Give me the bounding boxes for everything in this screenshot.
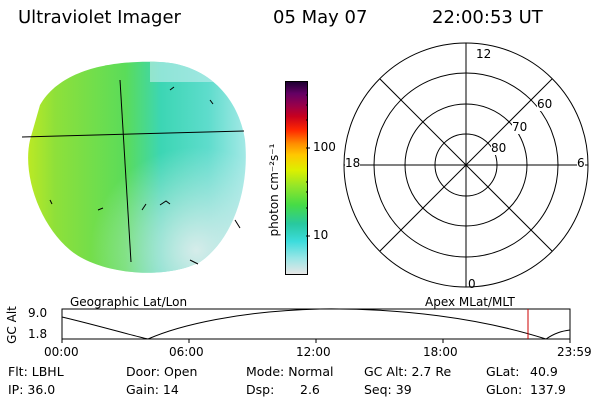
altitude-xtick-4: 23:59 (557, 345, 592, 359)
mlt-label-12: 12 (476, 47, 492, 61)
seq-info: Seq: 39 (364, 382, 412, 397)
ip-info: IP: 36.0 (8, 382, 56, 397)
gain-info: Gain: 14 (126, 382, 179, 397)
mlt-label-18: 18 (345, 156, 361, 170)
altitude-xticks (61, 339, 571, 343)
door-info: Door: Open (126, 364, 198, 379)
lat-label-70: 70 (512, 120, 528, 134)
gc-alt-info: GC Alt: 2.7 Re (364, 364, 452, 379)
colorbar (285, 81, 308, 275)
altitude-xtick-1: 06:00 (169, 345, 204, 359)
glat-label: GLat: (486, 364, 520, 379)
mode-info: Mode: Normal (246, 364, 334, 379)
geographic-panel-label: Geographic Lat/Lon (70, 295, 188, 309)
lat-label-80: 80 (491, 141, 507, 155)
altitude-ytick-1-8: 1.8 (28, 327, 48, 341)
dsp-label: Dsp: (246, 382, 275, 397)
colorbar-tick-100: 100 (313, 140, 336, 154)
lat-label-60: 60 (537, 97, 553, 111)
filter-info: Flt: LBHL (8, 364, 64, 379)
date-label: 05 May 07 (273, 7, 368, 28)
altitude-xtick-2: 12:00 (296, 345, 331, 359)
time-label: 22:00:53 UT (432, 7, 543, 28)
glon-value: 137.9 (530, 382, 566, 397)
altitude-xtick-3: 18:00 (423, 345, 458, 359)
coastline-fragments (49, 86, 241, 265)
altitude-curve (61, 308, 571, 340)
mlt-label-0: 0 (468, 277, 476, 291)
geo-meridian-line (119, 79, 132, 263)
apex-panel-label: Apex MLat/MLT (425, 295, 515, 309)
altitude-xtick-0: 00:00 (44, 345, 79, 359)
glon-label: GLon: (486, 382, 523, 397)
mlt-label-6: 6 (577, 156, 585, 170)
altitude-ytick-9: 9.0 (28, 306, 48, 320)
geo-latitude-line (21, 130, 245, 138)
instrument-title: Ultraviolet Imager (18, 7, 181, 28)
glat-value: 40.9 (530, 364, 558, 379)
colorbar-tick-10: 10 (313, 228, 329, 242)
dsp-value: 2.6 (300, 382, 320, 397)
